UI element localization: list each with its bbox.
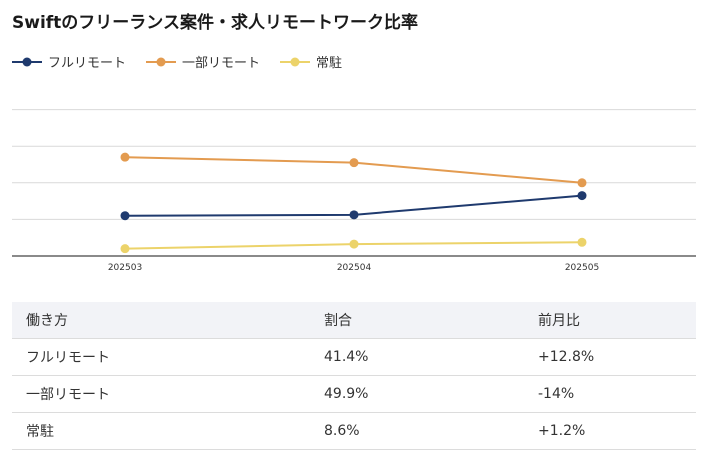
data-point [349,158,359,168]
legend-item-partial-remote[interactable]: 一部リモート [146,52,260,71]
table-cell: -14% [524,375,696,413]
table-cell: 49.9% [310,375,524,413]
table-row: 常駐 8.6% +1.2% [12,412,696,450]
x-tick-label: 202503 [108,263,142,273]
legend-item-full-remote[interactable]: フルリモート [12,52,126,71]
x-tick-label: 202505 [565,263,599,273]
data-point [349,239,359,249]
table-header-cell: 働き方 [12,302,310,339]
legend-swatch-icon [146,57,177,66]
data-point [120,211,130,221]
data-point [120,152,130,162]
legend-item-onsite[interactable]: 常駐 [280,52,342,71]
table-header-row: 働き方 割合 前月比 [12,302,696,339]
table-row: フルリモート 41.4% +12.8% [12,338,696,376]
remote-ratio-table: 働き方 割合 前月比 フルリモート 41.4% +12.8% 一部リモート 49… [12,302,696,450]
table-cell: 一部リモート [12,375,310,413]
table-row: 一部リモート 49.9% -14% [12,375,696,413]
data-point [577,237,587,247]
table-cell: 41.4% [310,338,524,376]
data-point [349,210,359,220]
data-point [120,244,130,254]
chart-legend: フルリモート 一部リモート 常駐 [12,52,362,71]
legend-swatch-icon [12,57,42,66]
x-tick-label: 202504 [337,263,372,273]
data-point [577,191,587,201]
legend-label: フルリモート [48,56,127,71]
table-cell: +1.2% [524,412,696,450]
table-header-cell: 前月比 [524,302,696,339]
table-cell: 8.6% [310,412,524,450]
table-cell: +12.8% [524,338,696,376]
legend-swatch-icon [280,57,311,66]
table-header-cell: 割合 [310,302,524,339]
line-chart: 202503 202504 202505 [12,109,696,273]
table-cell: フルリモート [12,338,310,376]
data-point [577,178,587,188]
legend-label: 常駐 [316,56,343,71]
legend-label: 一部リモート [182,56,261,71]
chart-title: Swiftのフリーランス案件・求人リモートワーク比率 [12,13,418,33]
table-cell: 常駐 [12,412,310,450]
